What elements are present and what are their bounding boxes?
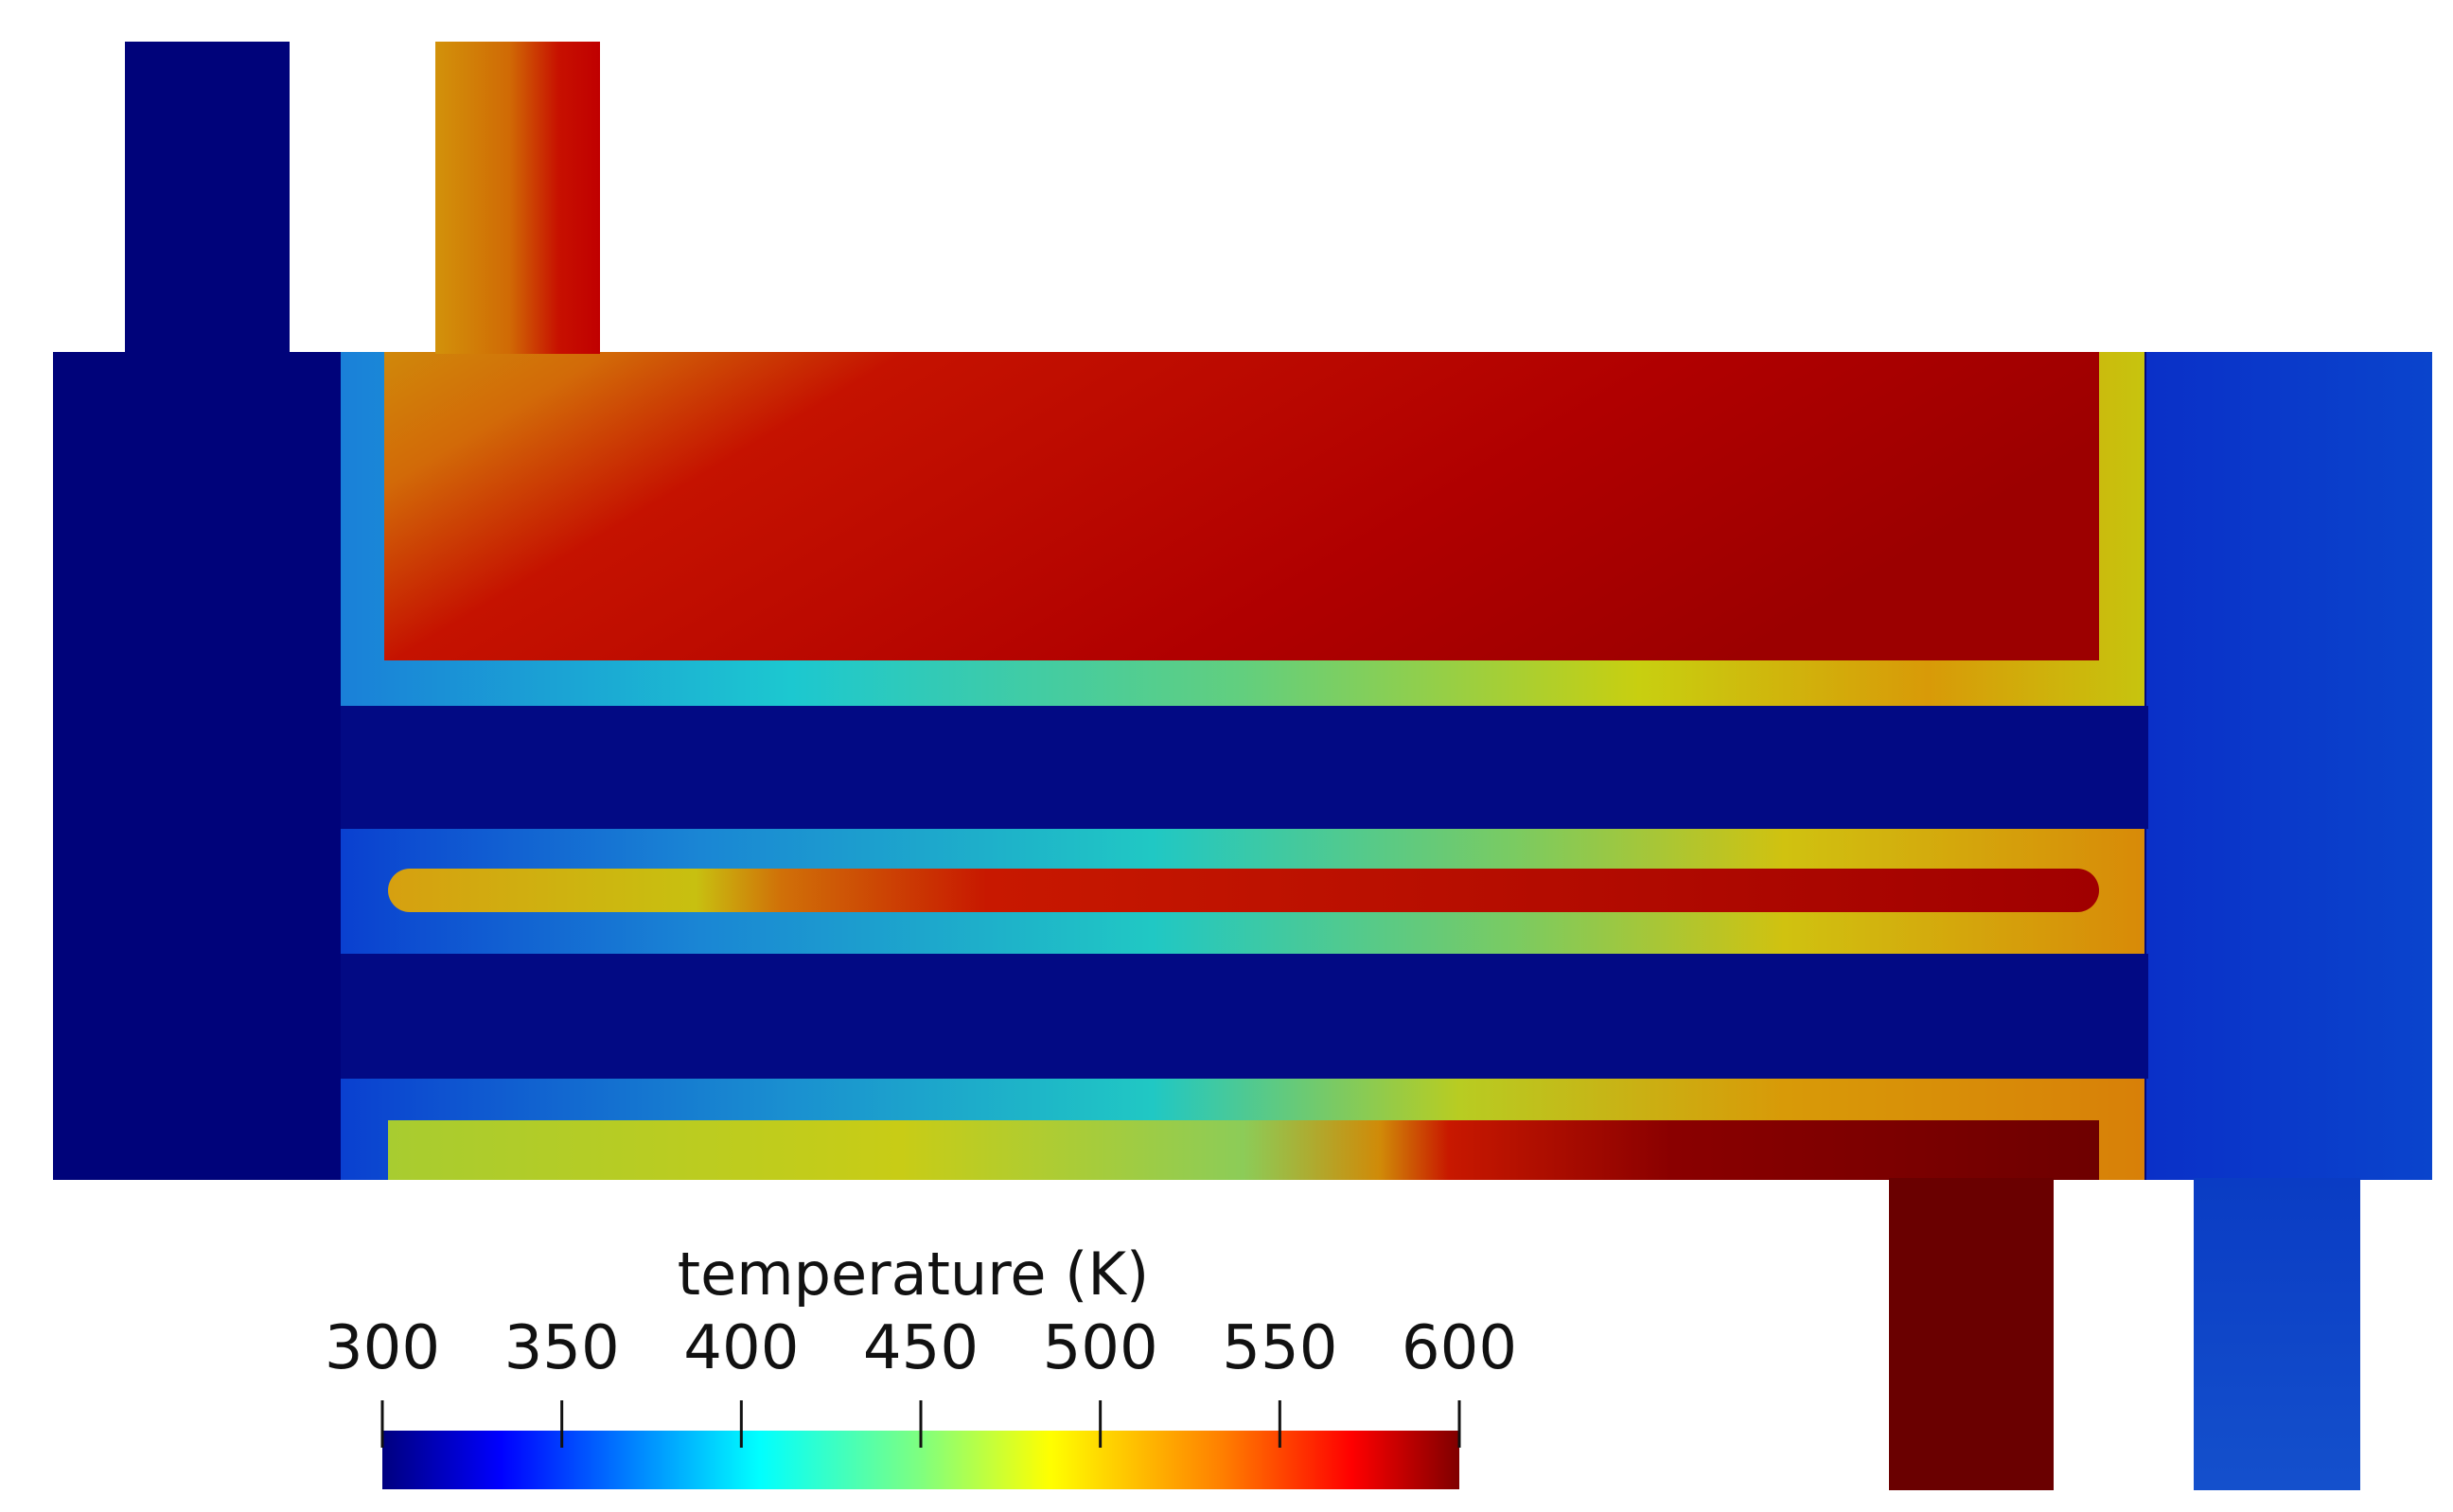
cold-outlet-bottom-right: [2194, 1178, 2360, 1490]
colorbar-tick-label: 300: [324, 1313, 441, 1383]
colorbar-ticks: [380, 1400, 1461, 1448]
cold-channel-2: [341, 954, 2148, 1079]
colorbar: [380, 1400, 1461, 1489]
colorbar-tick-label: 550: [1222, 1313, 1338, 1383]
hot-outlet-bottom: [1889, 1178, 2054, 1490]
middle-tube-core: [388, 869, 2099, 912]
left-header: [53, 352, 343, 1180]
lower-shell-region: [388, 1120, 2099, 1180]
colorbar-title: temperature (K): [677, 1239, 1150, 1309]
colorbar-tick-label: 500: [1042, 1313, 1158, 1383]
colorbar-tick-label: 350: [503, 1313, 620, 1383]
colorbar-labels: temperature (K) 300 350 400 450 500 550 600: [322, 1239, 1543, 1504]
cold-channel-1: [341, 706, 2148, 829]
colorbar-tick-label: 400: [683, 1313, 800, 1383]
cold-inlet-left: [125, 42, 290, 354]
colorbar-tick-label: 600: [1401, 1313, 1518, 1383]
right-header: [2146, 352, 2432, 1180]
hot-inlet-top: [435, 42, 600, 354]
upper-shell-hot-region: [384, 352, 2099, 660]
colorbar-tick-label: 450: [862, 1313, 979, 1383]
